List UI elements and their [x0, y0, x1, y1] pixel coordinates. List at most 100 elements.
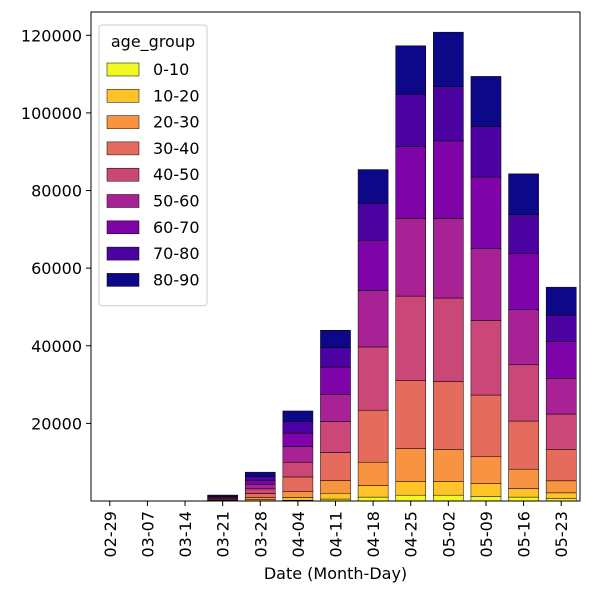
legend-title: age_group — [111, 32, 195, 52]
bar-04-04-40-50 — [282, 461, 314, 478]
legend-label-30-40: 30-40 — [153, 139, 200, 158]
bar-05-23-40-50 — [545, 413, 577, 450]
legend-label-20-30: 20-30 — [153, 113, 200, 132]
bar-03-21-80-90 — [207, 494, 238, 497]
bar-04-11-30-40 — [320, 452, 351, 481]
y-tick-label: 20000 — [31, 414, 82, 433]
bar-05-02-20-30 — [433, 449, 464, 482]
y-axis: 20000 40000 60000 80000 100000 120000 — [21, 26, 91, 433]
bar-04-04-30-40 — [282, 476, 314, 492]
bar-04-04-10-20 — [282, 497, 314, 501]
bar-04-25-20-30 — [395, 448, 427, 482]
bar-05-02-80-90 — [433, 31, 464, 87]
bar-05-16-0-10 — [508, 496, 539, 502]
bar-04-04-60-70 — [282, 432, 314, 447]
bar-05-16-30-40 — [508, 420, 539, 470]
bar-05-09-0-10 — [470, 496, 502, 502]
x-axis-label: Date (Month-Day) — [264, 564, 407, 583]
legend-label-10-20: 10-20 — [153, 86, 200, 105]
bar-05-16-50-60 — [508, 309, 539, 366]
bar-04-25-60-70 — [395, 146, 427, 219]
x-tick-label-05-23: 05-23 — [552, 511, 571, 558]
bar-03-28-70-80 — [244, 476, 276, 481]
bar-05-23-80-90 — [545, 286, 577, 316]
y-tick-label: 80000 — [31, 182, 82, 201]
bar-05-02-30-40 — [433, 381, 464, 450]
bar-04-18-60-70 — [357, 239, 389, 291]
legend-swatch-0-10 — [106, 62, 140, 77]
bar-05-23-60-70 — [545, 341, 577, 379]
bar-04-25-0-10 — [395, 494, 427, 502]
bar-04-18-80-90 — [357, 169, 389, 204]
y-tick-label: 40000 — [31, 337, 82, 356]
bar-04-04-20-30 — [282, 491, 314, 498]
legend-label-0-10: 0-10 — [153, 60, 189, 79]
bar-04-11-20-30 — [320, 480, 351, 494]
bar-05-09-40-50 — [470, 320, 502, 396]
legend-swatch-40-50 — [106, 167, 140, 182]
legend-swatch-80-90 — [106, 273, 140, 287]
bar-05-09-30-40 — [470, 394, 502, 458]
bar-05-23-30-40 — [545, 449, 577, 482]
legend-swatch-10-20 — [106, 89, 140, 103]
bar-04-25-80-90 — [395, 45, 427, 95]
bar-05-02-70-80 — [433, 86, 464, 142]
bar-04-04-50-60 — [282, 446, 314, 463]
bar-05-23-50-60 — [545, 378, 577, 415]
bar-04-04-70-80 — [282, 421, 314, 434]
x-tick-label-05-16: 05-16 — [515, 511, 534, 558]
bar-04-04-80-90 — [282, 410, 314, 422]
y-tick-label: 60000 — [31, 259, 82, 278]
bar-04-18-40-50 — [357, 346, 389, 411]
x-tick-label-05-02: 05-02 — [439, 511, 458, 558]
bar-03-28-80-90 — [244, 471, 276, 477]
x-tick-label-05-09: 05-09 — [477, 511, 496, 557]
bar-04-18-0-10 — [357, 496, 389, 502]
bar-04-11-50-60 — [320, 394, 351, 422]
bar-05-23-70-80 — [545, 314, 577, 342]
bar-05-02-60-70 — [433, 140, 464, 219]
bar-05-02-50-60 — [433, 218, 464, 299]
bar-04-18-10-20 — [357, 485, 389, 498]
x-tick-label-04-11: 04-11 — [327, 511, 346, 558]
legend-swatch-60-70 — [106, 220, 140, 235]
bar-04-18-50-60 — [357, 290, 389, 348]
x-tick-label-03-07: 03-07 — [138, 511, 157, 558]
bar-04-11-40-50 — [320, 421, 351, 453]
bar-05-16-10-20 — [508, 488, 539, 498]
bar-04-25-40-50 — [395, 295, 427, 381]
x-tick-label-03-28: 03-28 — [251, 511, 270, 557]
bar-05-09-50-60 — [470, 248, 502, 321]
bar-05-02-0-10 — [433, 494, 464, 502]
bar-05-09-60-70 — [470, 176, 502, 249]
x-tick-label-04-04: 04-04 — [289, 511, 308, 557]
x-tick-label-03-21: 03-21 — [214, 511, 233, 558]
bar-03-28-60-70 — [244, 480, 276, 485]
x-axis: 02-29 03-07 03-14 03-21 03-28 04-04 04-11 04-18… — [101, 501, 571, 558]
bar-05-16-60-70 — [508, 253, 539, 310]
x-tick-label-03-14: 03-14 — [176, 511, 195, 558]
legend-swatch-30-40 — [106, 141, 140, 156]
bar-05-09-70-80 — [470, 126, 502, 178]
bar-04-18-30-40 — [357, 409, 389, 463]
bar-03-28-20-30 — [244, 497, 276, 500]
bar-04-25-50-60 — [395, 218, 427, 297]
bar-05-16-70-80 — [508, 214, 539, 254]
y-tick-label: 100000 — [21, 104, 82, 123]
legend-swatch-20-30 — [106, 115, 140, 129]
y-tick-label: 120000 — [21, 26, 82, 45]
x-tick-label-04-25: 04-25 — [402, 511, 421, 558]
bar-05-09-80-90 — [470, 76, 502, 127]
bar-03-28-30-40 — [244, 493, 276, 498]
legend: age_group 0-10 10-20 20-30 30-40 40-50 50-60 60… — [98, 24, 208, 307]
legend-label-40-50: 40-50 — [153, 165, 200, 184]
bars-layer — [207, 31, 577, 502]
bar-05-23-10-20 — [545, 492, 577, 499]
x-tick-label-02-29: 02-29 — [101, 511, 120, 558]
bar-04-11-10-20 — [320, 492, 351, 500]
bar-05-09-10-20 — [470, 483, 502, 497]
legend-swatch-50-60 — [106, 194, 140, 208]
legend-swatch-70-80 — [106, 246, 140, 261]
bar-04-11-70-80 — [320, 347, 351, 368]
